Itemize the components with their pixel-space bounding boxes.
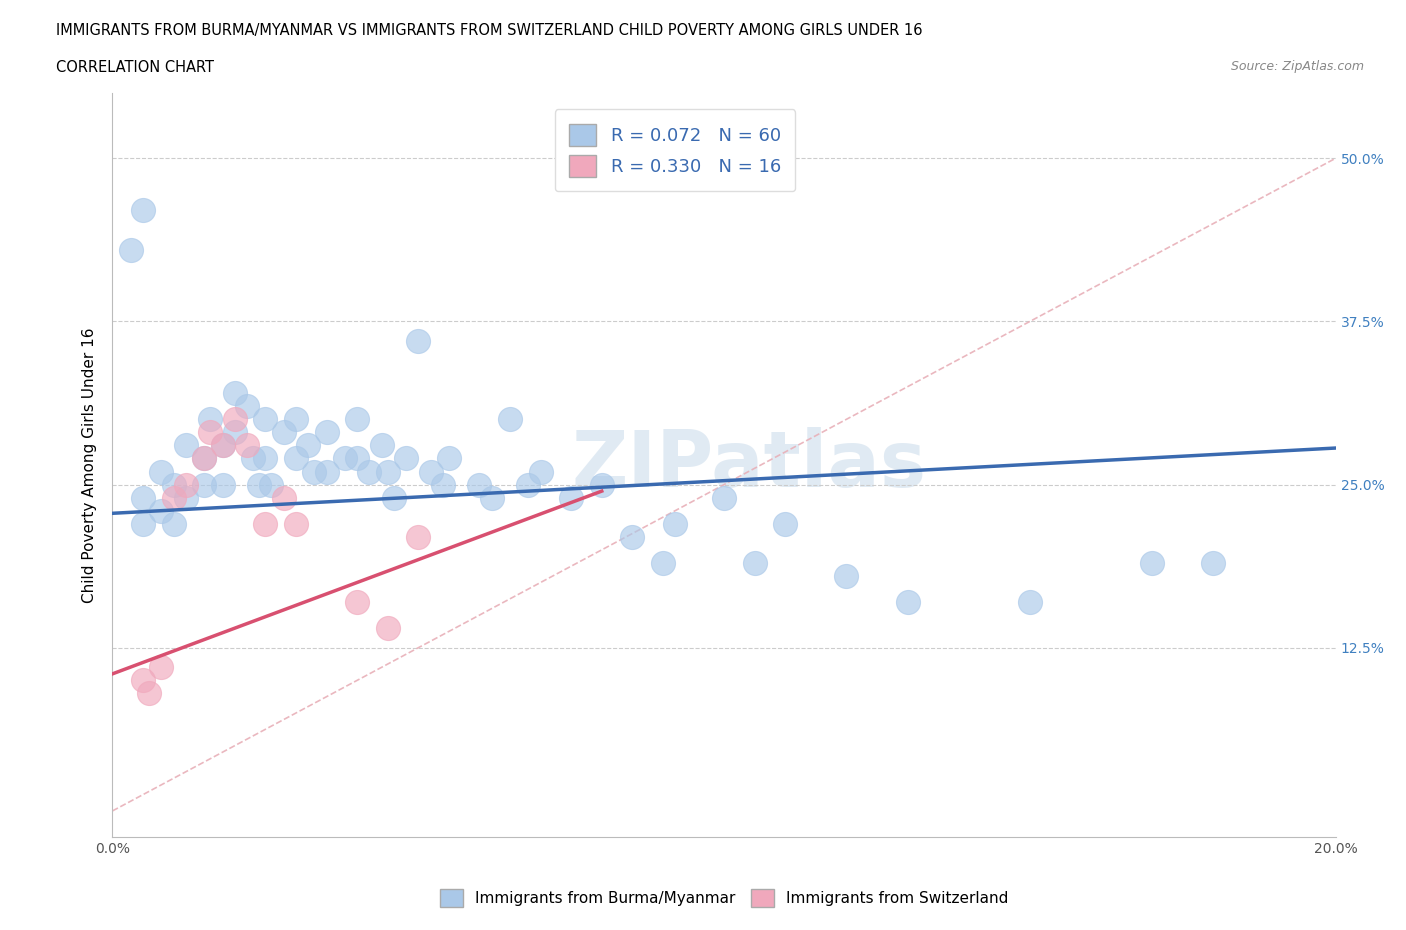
- Point: [211, 438, 233, 453]
- Point: [211, 438, 233, 453]
- Point: [408, 529, 430, 544]
- Point: [132, 516, 155, 531]
- Point: [211, 477, 233, 492]
- Point: [150, 660, 173, 675]
- Point: [1018, 594, 1040, 609]
- Point: [315, 425, 337, 440]
- Text: CORRELATION CHART: CORRELATION CHART: [56, 60, 214, 75]
- Legend: Immigrants from Burma/Myanmar, Immigrants from Switzerland: Immigrants from Burma/Myanmar, Immigrant…: [432, 881, 1017, 915]
- Point: [664, 516, 686, 531]
- Point: [224, 425, 246, 440]
- Point: [174, 477, 197, 492]
- Text: IMMIGRANTS FROM BURMA/MYANMAR VS IMMIGRANTS FROM SWITZERLAND CHILD POVERTY AMONG: IMMIGRANTS FROM BURMA/MYANMAR VS IMMIGRA…: [56, 23, 922, 38]
- Point: [346, 451, 368, 466]
- Point: [200, 412, 222, 427]
- Point: [174, 438, 197, 453]
- Point: [468, 477, 491, 492]
- Point: [432, 477, 454, 492]
- Point: [395, 451, 418, 466]
- Point: [359, 464, 381, 479]
- Text: Source: ZipAtlas.com: Source: ZipAtlas.com: [1230, 60, 1364, 73]
- Point: [236, 399, 259, 414]
- Point: [254, 412, 277, 427]
- Point: [273, 490, 295, 505]
- Point: [713, 490, 735, 505]
- Point: [560, 490, 582, 505]
- Point: [193, 451, 215, 466]
- Y-axis label: Child Poverty Among Girls Under 16: Child Poverty Among Girls Under 16: [82, 327, 97, 603]
- Point: [437, 451, 460, 466]
- Point: [744, 555, 766, 570]
- Point: [333, 451, 356, 466]
- Point: [138, 686, 160, 701]
- Point: [224, 412, 246, 427]
- Point: [284, 412, 308, 427]
- Text: ZIPatlas: ZIPatlas: [571, 427, 927, 503]
- Point: [346, 594, 368, 609]
- Point: [897, 594, 920, 609]
- Point: [530, 464, 553, 479]
- Point: [224, 386, 246, 401]
- Point: [284, 451, 308, 466]
- Point: [1202, 555, 1225, 570]
- Point: [242, 451, 264, 466]
- Point: [254, 516, 277, 531]
- Point: [517, 477, 540, 492]
- Point: [132, 673, 155, 688]
- Point: [273, 425, 295, 440]
- Point: [236, 438, 259, 453]
- Point: [150, 464, 173, 479]
- Point: [377, 464, 399, 479]
- Point: [163, 516, 186, 531]
- Point: [499, 412, 522, 427]
- Point: [193, 477, 215, 492]
- Point: [481, 490, 503, 505]
- Point: [297, 438, 319, 453]
- Point: [652, 555, 675, 570]
- Point: [408, 334, 430, 349]
- Point: [132, 203, 155, 218]
- Point: [260, 477, 283, 492]
- Point: [120, 242, 142, 257]
- Point: [370, 438, 392, 453]
- Point: [132, 490, 155, 505]
- Point: [419, 464, 441, 479]
- Point: [346, 412, 368, 427]
- Point: [591, 477, 613, 492]
- Point: [193, 451, 215, 466]
- Point: [200, 425, 222, 440]
- Point: [163, 490, 186, 505]
- Point: [621, 529, 644, 544]
- Point: [254, 451, 277, 466]
- Point: [150, 503, 173, 518]
- Point: [304, 464, 326, 479]
- Point: [247, 477, 270, 492]
- Point: [284, 516, 308, 531]
- Point: [163, 477, 186, 492]
- Point: [382, 490, 405, 505]
- Point: [1142, 555, 1164, 570]
- Point: [775, 516, 797, 531]
- Point: [835, 568, 858, 583]
- Point: [315, 464, 337, 479]
- Point: [174, 490, 197, 505]
- Point: [377, 620, 399, 635]
